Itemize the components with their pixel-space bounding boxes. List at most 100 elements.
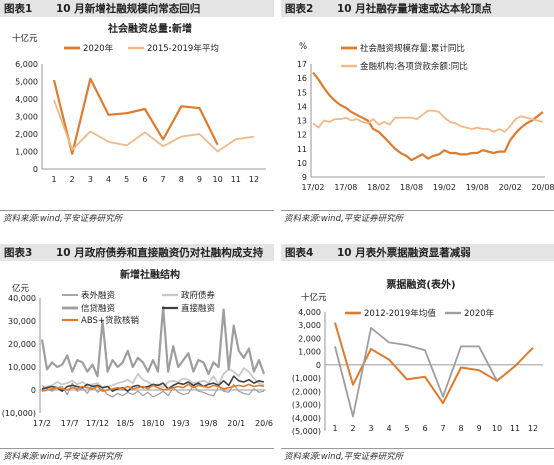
x-tick-label: 20/6 [255, 419, 273, 428]
x-tick-label: 3 [368, 424, 373, 433]
source-note: 资料来源:wind,平安证券研究所 [284, 452, 404, 462]
x-tick-label: 1 [332, 424, 337, 433]
x-tick-label: 18/02 [367, 183, 390, 192]
x-tick-label: 20/02 [499, 183, 522, 192]
y-tick-label: 9 [302, 173, 307, 182]
y-tick-label: 3,000 [15, 113, 38, 122]
y-tick-label: 16 [297, 74, 307, 83]
series-line-1 [41, 382, 265, 398]
figure-title: 10 月社融存量增速或达本轮顶点 [337, 3, 492, 15]
x-tick-label: 19/3 [172, 419, 190, 428]
series-line-2 [53, 99, 255, 153]
y-tick-label: (3,000) [292, 401, 321, 410]
x-tick-label: 19/02 [433, 183, 456, 192]
y-tick-label: 0 [31, 386, 36, 395]
panel-header: 图表3 10 月政府债券和直接融资仍对社融构成支持 [0, 244, 274, 261]
y-tick-label: 2,000 [15, 130, 38, 139]
y-tick-label: 12 [297, 131, 307, 140]
chart-title: 社会融资总量:新增 [107, 22, 192, 35]
x-tick-label: 6 [422, 424, 427, 433]
legend-label: 表外融资 [81, 290, 116, 301]
x-tick-label: 8 [458, 424, 463, 433]
y-tick-label: 4,000 [298, 308, 321, 317]
panel-header: 图表1 10 月新增社融规模向常态回归 [0, 0, 274, 17]
panel-3: 图表3 10 月政府债券和直接融资仍对社融构成支持 亿元 新增社融结构 (10,00… [0, 244, 274, 465]
legend-label: 信贷融资 [81, 303, 116, 314]
legend-label: 金融机构:各项贷款余额:同比 [360, 61, 468, 72]
axis-unit-label: 十亿元 [301, 292, 327, 303]
panel-header: 图表4 10 月表外票据融资显著减弱 [281, 244, 554, 261]
source-note: 资料来源:wind,平安证券研究所 [3, 214, 123, 224]
series-line-1 [312, 71, 544, 162]
divider [281, 210, 554, 211]
divider [0, 210, 274, 211]
source-note: 资料来源:wind,平安证券研究所 [284, 214, 404, 224]
divider [0, 448, 274, 449]
y-tick-label: (4,000) [292, 414, 321, 423]
chart-svg-1: 十亿元 社会融资总量:新增 0 1,000 2,000 3,000 4,000 5,000 6,… [12, 22, 266, 184]
axis-unit-label: 十亿元 [12, 33, 38, 44]
y-tick-label: 5,000 [15, 78, 38, 87]
x-tick-label: 17/7 [61, 419, 79, 428]
legend-label: 2015-2019年平均 [147, 43, 219, 54]
y-tick-label: 10,000 [8, 363, 36, 372]
panel-2: 图表2 10 月社融存量增速或达本轮顶点 % 9 10 11 12 13 14 15 16 17 1… [281, 0, 554, 226]
y-tick-label: 17 [297, 60, 307, 69]
x-tick-label: 7 [161, 175, 166, 184]
y-tick-label: 10 [297, 159, 307, 168]
x-tick-label: 19/08 [466, 183, 489, 192]
x-tick-label: 17/2 [33, 419, 51, 428]
figure-title: 10 月政府债券和直接融资仍对社融构成支持 [56, 247, 264, 259]
x-tick-label: 20/08 [531, 183, 554, 192]
x-tick-label: 1 [51, 175, 56, 184]
legend-label: ABS+贷款核销 [81, 315, 140, 326]
x-tick-label: 6 [142, 175, 147, 184]
y-tick-label: (5,000) [292, 427, 321, 436]
x-tick-label: 17/08 [334, 183, 357, 192]
x-tick-label: 11 [231, 175, 241, 184]
x-tick-label: 12 [528, 424, 538, 433]
figure-number: 图表2 [285, 3, 314, 15]
axis-unit-label: 亿元 [12, 283, 30, 294]
y-tick-label: (10,000) [2, 409, 36, 418]
source-note: 资料来源:wind,平安证券研究所 [3, 452, 123, 462]
chart-svg-4: 十亿元 票据融资(表外) (5,000) (4,000) (3,000) (2,000) (… [292, 278, 543, 436]
series-line-5 [41, 383, 265, 392]
x-tick-label: 19/8 [200, 419, 218, 428]
y-tick-label: 15 [297, 88, 307, 97]
y-tick-label: 14 [297, 102, 307, 111]
y-tick-label: 40,000 [8, 294, 36, 303]
axis-unit-label: % [299, 42, 307, 52]
x-tick-label: 10 [492, 424, 502, 433]
series-line-1 [334, 322, 534, 405]
x-tick-label: 18/08 [400, 183, 423, 192]
legend-label: 社会融资规模存量:累计同比 [360, 43, 465, 54]
chart-title: 新增社融结构 [120, 268, 180, 281]
y-tick-label: 6,000 [15, 60, 38, 69]
y-tick-label: 13 [297, 117, 307, 126]
legend-label: 2020年 [464, 308, 495, 319]
x-tick-label: 18/5 [116, 419, 134, 428]
x-tick-label: 17/12 [86, 419, 109, 428]
x-tick-label: 8 [179, 175, 184, 184]
y-tick-label: 11 [297, 145, 307, 154]
x-tick-label: 2 [350, 424, 355, 433]
chart-svg-2: % 9 10 11 12 13 14 15 16 17 17/02 17/08 18/02 18/08 19… [297, 42, 554, 192]
panel-1: 图表1 10 月新增社融规模向常态回归 十亿元 社会融资总量:新增 0 1,000 2,… [0, 0, 274, 226]
series-line-3 [40, 306, 266, 378]
x-tick-label: 9 [476, 424, 481, 433]
figure-number: 图表3 [4, 247, 33, 259]
x-tick-label: 12 [249, 175, 259, 184]
y-tick-label: 0 [33, 165, 38, 174]
y-tick-label: 4,000 [15, 95, 38, 104]
chart-title: 票据融资(表外) [386, 278, 455, 291]
x-tick-label: 3 [88, 175, 93, 184]
legend-label: 2020年 [83, 43, 114, 54]
y-tick-label: (2,000) [292, 387, 321, 396]
series-line-2 [312, 109, 544, 133]
x-tick-label: 2 [70, 175, 75, 184]
y-tick-label: 1,000 [15, 148, 38, 157]
y-tick-label: (1,000) [292, 374, 321, 383]
legend-label: 2012-2019年均值 [364, 308, 436, 319]
y-tick-label: 30,000 [8, 317, 36, 326]
